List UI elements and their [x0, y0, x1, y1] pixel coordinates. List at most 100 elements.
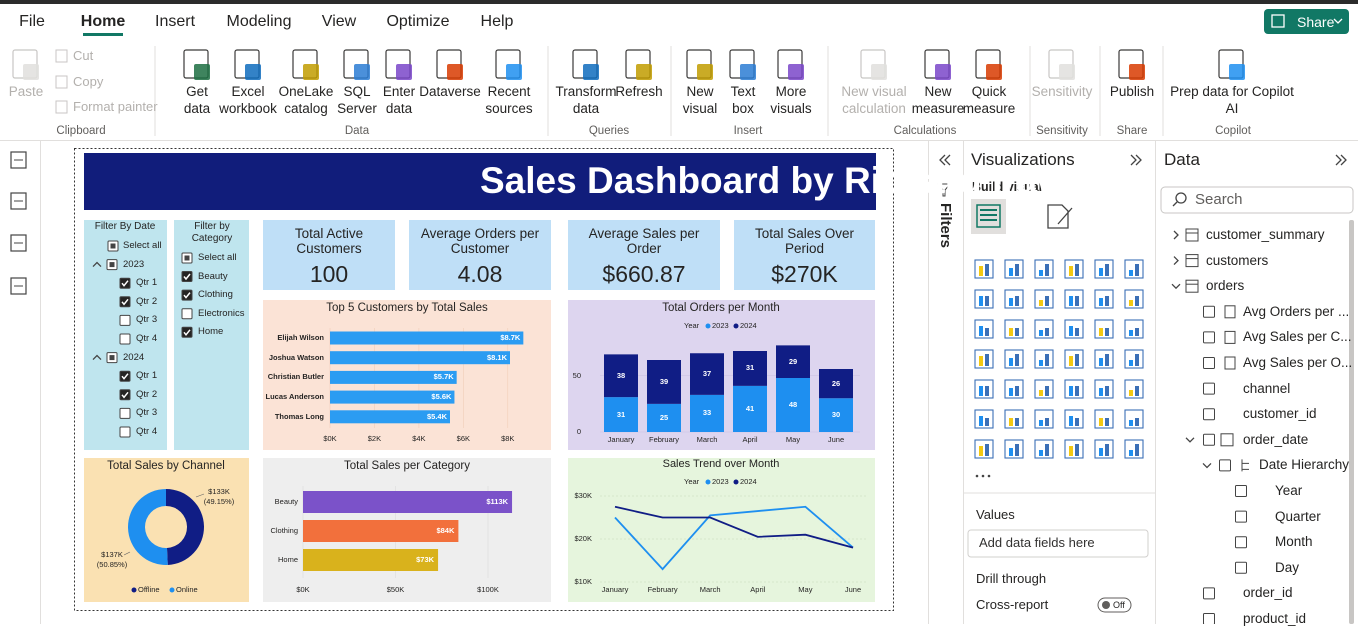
ribbon-button-label[interactable]: Refresh: [615, 84, 663, 99]
tree-item[interactable]: Avg Orders per ...: [1243, 303, 1350, 319]
visual-type-icon[interactable]: [1004, 259, 1024, 279]
slicer-item[interactable]: Home: [198, 326, 224, 338]
slicer-item[interactable]: Qtr 4: [136, 333, 158, 344]
visual-type-icon[interactable]: [1124, 409, 1144, 429]
table-view-icon[interactable]: [10, 192, 27, 210]
ribbon-button-label[interactable]: Transform: [555, 84, 617, 99]
ribbon-button-label[interactable]: Paste: [8, 84, 44, 99]
visual-type-icon[interactable]: [1034, 439, 1054, 459]
visual-type-icon[interactable]: [1094, 289, 1114, 309]
visual-type-icon[interactable]: [1004, 289, 1024, 309]
ribbon-button-label[interactable]: New: [686, 84, 714, 99]
tree-item[interactable]: customers: [1206, 252, 1269, 268]
visual-type-icon[interactable]: [1004, 439, 1024, 459]
visual-type-icon[interactable]: [1094, 349, 1114, 369]
ribbon-button-label[interactable]: OneLake: [278, 84, 334, 99]
ribbon-button-label[interactable]: Format painter: [73, 99, 158, 114]
visual-type-icon[interactable]: [1064, 379, 1084, 399]
visual-type-icon[interactable]: [1124, 259, 1144, 279]
search-placeholder[interactable]: Search: [1195, 191, 1243, 208]
share-label[interactable]: Share: [1297, 14, 1335, 30]
ribbon-button-label[interactable]: Sensitivity: [1031, 84, 1093, 99]
visual-type-icon[interactable]: [1034, 289, 1054, 309]
menu-tab[interactable]: Insert: [154, 13, 196, 30]
report-view-icon[interactable]: [10, 151, 27, 169]
visual-type-icon[interactable]: [1124, 319, 1144, 339]
tree-item[interactable]: Quarter: [1275, 508, 1321, 524]
visual-type-icon[interactable]: [1004, 319, 1024, 339]
ribbon-button-label[interactable]: Publish: [1109, 84, 1155, 99]
slicer-item[interactable]: Select all: [123, 240, 162, 251]
ribbon-button-label[interactable]: New: [924, 84, 952, 99]
visual-type-icon[interactable]: [974, 379, 994, 399]
ribbon-button-label[interactable]: Enter: [382, 84, 416, 99]
model-view-icon[interactable]: [10, 234, 27, 252]
slicer-item[interactable]: 2023: [123, 258, 145, 270]
menu-tab[interactable]: File: [19, 13, 45, 30]
visual-type-icon[interactable]: [1064, 439, 1084, 459]
menu-tab[interactable]: Optimize: [386, 13, 450, 30]
ribbon-button-label[interactable]: Excel: [231, 84, 265, 99]
visual-type-icon[interactable]: [1124, 379, 1144, 399]
tree-item[interactable]: channel: [1243, 380, 1291, 396]
format-visual-icon[interactable]: [1047, 204, 1073, 229]
ribbon-button-label[interactable]: Dataverse: [419, 84, 481, 99]
tree-item[interactable]: Date Hierarchy: [1259, 457, 1350, 473]
visual-type-icon[interactable]: [1064, 319, 1084, 339]
ribbon-button-label[interactable]: More: [775, 84, 807, 99]
visual-type-icon[interactable]: [1094, 409, 1114, 429]
visual-type-icon[interactable]: [1064, 409, 1084, 429]
menu-tab[interactable]: Home: [80, 13, 126, 30]
visual-type-icon[interactable]: [1094, 439, 1114, 459]
ribbon-button-label[interactable]: SQL: [343, 84, 371, 99]
visual-type-icon[interactable]: [1004, 349, 1024, 369]
tree-item[interactable]: customer_summary: [1206, 227, 1325, 242]
share-button[interactable]: [1264, 9, 1349, 34]
search-box[interactable]: [1160, 186, 1354, 214]
visual-type-icon[interactable]: [974, 349, 994, 369]
slicer-item[interactable]: Electronics: [198, 307, 245, 319]
slicer-item[interactable]: Select all: [198, 252, 237, 263]
menu-tab[interactable]: Help: [480, 13, 514, 30]
tree-item[interactable]: product_id: [1243, 611, 1307, 626]
visual-type-icon[interactable]: [974, 259, 994, 279]
tree-item[interactable]: Month: [1275, 534, 1313, 550]
slicer-item[interactable]: Qtr 2: [136, 388, 158, 400]
slicer-item[interactable]: Qtr 1: [136, 277, 158, 289]
tree-item[interactable]: Year: [1275, 483, 1303, 498]
visual-type-icon[interactable]: [1004, 409, 1024, 429]
visual-type-icon[interactable]: [1124, 289, 1144, 309]
visual-type-icon[interactable]: [1094, 379, 1114, 399]
tree-item[interactable]: order_id: [1243, 585, 1293, 601]
visual-type-icon[interactable]: [1004, 379, 1024, 399]
ribbon-button-label[interactable]: Text: [730, 84, 756, 99]
slicer-item[interactable]: Qtr 3: [136, 407, 158, 419]
visual-type-icon[interactable]: [1064, 349, 1084, 369]
visual-type-icon[interactable]: [1034, 379, 1054, 399]
menu-tab[interactable]: View: [321, 13, 357, 30]
ribbon-button-label[interactable]: Recent: [487, 84, 531, 99]
visual-type-icon[interactable]: [974, 319, 994, 339]
slicer-item[interactable]: Beauty: [198, 270, 228, 282]
ribbon-button-label[interactable]: Quick: [971, 84, 1007, 99]
tree-item[interactable]: Avg Sales per O...: [1243, 355, 1353, 370]
ribbon-button-label[interactable]: Get: [186, 84, 208, 99]
visual-type-icon[interactable]: [974, 409, 994, 429]
slicer-item[interactable]: Qtr 1: [136, 370, 158, 382]
visual-type-icon[interactable]: [1034, 319, 1054, 339]
visual-type-icon[interactable]: [1124, 439, 1144, 459]
tree-item[interactable]: Avg Sales per C...: [1243, 329, 1352, 345]
visual-type-icon[interactable]: [1034, 349, 1054, 369]
slicer-item[interactable]: Qtr 2: [136, 295, 158, 307]
ribbon-button-label[interactable]: Cut: [73, 48, 94, 63]
visual-type-icon[interactable]: [1094, 319, 1114, 339]
visual-type-icon[interactable]: [1064, 259, 1084, 279]
dax-view-icon[interactable]: [10, 277, 27, 295]
menu-tab[interactable]: Modeling: [226, 13, 292, 30]
slicer-item[interactable]: Qtr 3: [136, 314, 158, 326]
visual-type-icon[interactable]: [974, 289, 994, 309]
visual-type-icon[interactable]: [974, 439, 994, 459]
tree-item[interactable]: customer_id: [1243, 406, 1317, 422]
ribbon-button-label[interactable]: New visual: [841, 84, 907, 99]
visual-type-icon[interactable]: [1094, 259, 1114, 279]
